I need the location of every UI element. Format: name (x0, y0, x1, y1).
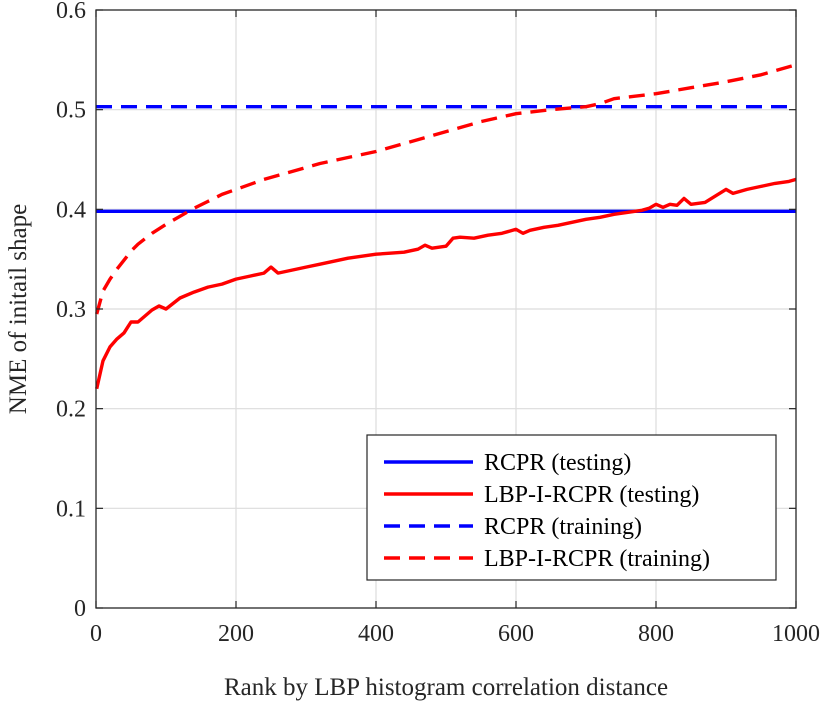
axis-ticks (95, 9, 797, 609)
y-tick-label: 0.4 (56, 197, 86, 223)
series-line-lbp-i-rcpr-testing (95, 177, 797, 390)
series-lines (95, 63, 797, 390)
y-tick-label: 0.5 (56, 98, 86, 124)
y-axis-label: NME of initail shape (5, 204, 32, 414)
legend-label-rcpr-testing: RCPR (testing) (484, 450, 631, 476)
x-tick-label: 600 (498, 621, 534, 647)
x-tick-label: 400 (358, 621, 394, 647)
legend-label-lbp-i-rcpr-training: LBP-I-RCPR (training) (484, 546, 710, 572)
legend-box (366, 434, 777, 581)
legend: RCPR (testing) LBP-I-RCPR (testing) RCPR (… (366, 434, 777, 581)
x-tick-label: 800 (638, 621, 674, 647)
x-tick-label: 0 (90, 621, 102, 647)
y-tick-label: 0.1 (56, 496, 86, 522)
y-tick-label: 0.6 (56, 0, 86, 24)
y-tick-label: 0.3 (56, 297, 86, 323)
x-tick-label: 200 (218, 621, 254, 647)
x-axis-label: Rank by LBP histogram correlation distan… (224, 674, 668, 701)
tick-labels: 0 200 400 600 800 1000 0 0.1 0.2 0.3 0.4 0.5 0.6 (56, 0, 820, 647)
legend-label-rcpr-training: RCPR (training) (484, 514, 642, 540)
y-tick-label: 0 (74, 596, 86, 622)
legend-label-lbp-i-rcpr-testing: LBP-I-RCPR (testing) (484, 482, 699, 508)
x-tick-label: 1000 (772, 621, 820, 647)
series-line-lbp-i-rcpr-training (95, 63, 797, 315)
y-tick-label: 0.2 (56, 397, 86, 423)
